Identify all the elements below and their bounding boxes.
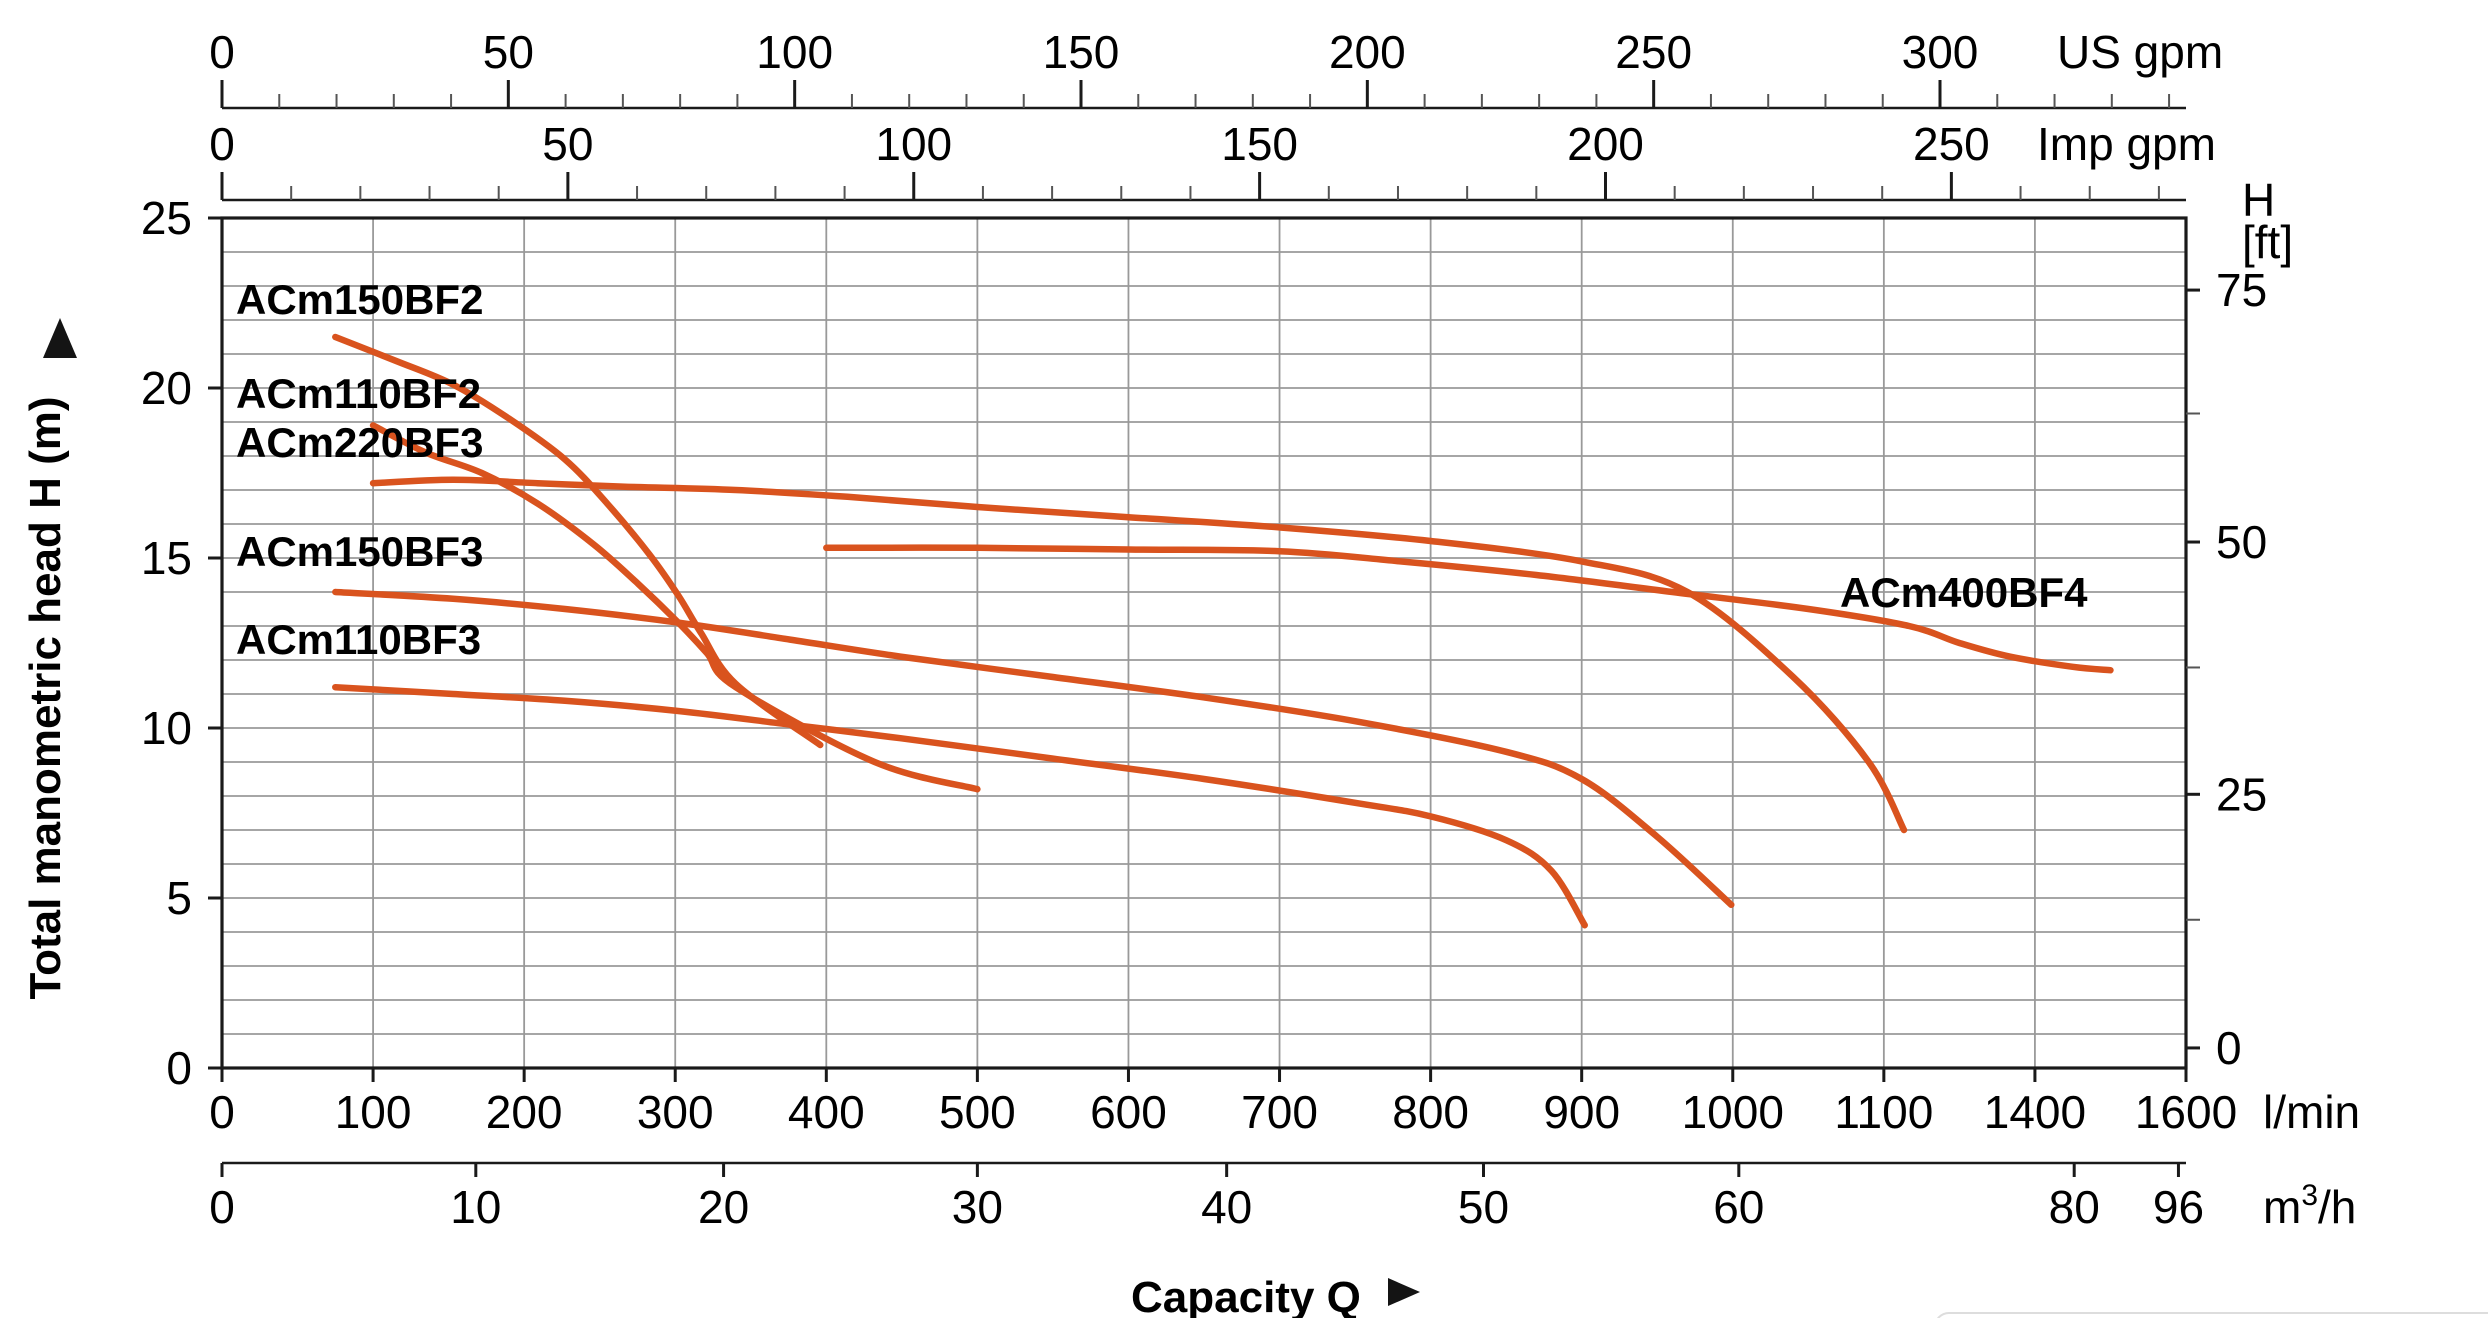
svg-text:1100: 1100: [1834, 1086, 1933, 1138]
svg-text:Imp gpm: Imp gpm: [2037, 118, 2216, 170]
svg-text:25: 25: [141, 192, 192, 244]
svg-text:200: 200: [486, 1086, 563, 1138]
svg-text:50: 50: [542, 118, 593, 170]
svg-text:400: 400: [788, 1086, 865, 1138]
svg-text:[ft]: [ft]: [2242, 216, 2293, 268]
svg-text:l/min: l/min: [2263, 1086, 2360, 1138]
svg-text:96: 96: [2153, 1181, 2204, 1233]
svg-text:25: 25: [2216, 768, 2267, 820]
svg-text:US gpm: US gpm: [2057, 26, 2223, 78]
svg-text:1000: 1000: [1682, 1086, 1784, 1138]
svg-text:ACm110BF3: ACm110BF3: [236, 616, 481, 663]
svg-text:40: 40: [1201, 1181, 1252, 1233]
svg-text:ACm400BF4: ACm400BF4: [1840, 569, 2088, 616]
svg-text:100: 100: [756, 26, 833, 78]
svg-text:0: 0: [2216, 1022, 2242, 1074]
svg-text:10: 10: [141, 702, 192, 754]
svg-text:0: 0: [209, 118, 235, 170]
svg-text:80: 80: [2049, 1181, 2100, 1233]
svg-text:300: 300: [637, 1086, 714, 1138]
svg-text:20: 20: [698, 1181, 749, 1233]
svg-text:5: 5: [166, 872, 192, 924]
svg-text:100: 100: [875, 118, 952, 170]
svg-text:ACm150BF3: ACm150BF3: [236, 528, 483, 575]
svg-text:50: 50: [483, 26, 534, 78]
svg-text:1400: 1400: [1984, 1086, 2086, 1138]
svg-text:60: 60: [1713, 1181, 1764, 1233]
svg-text:50: 50: [1458, 1181, 1509, 1233]
svg-text:ACm150BF2: ACm150BF2: [236, 276, 483, 323]
svg-text:900: 900: [1543, 1086, 1620, 1138]
svg-text:150: 150: [1043, 26, 1120, 78]
svg-text:200: 200: [1329, 26, 1406, 78]
svg-text:ACm220BF3: ACm220BF3: [236, 419, 483, 466]
svg-text:800: 800: [1392, 1086, 1469, 1138]
svg-text:0: 0: [166, 1042, 192, 1094]
svg-text:250: 250: [1615, 26, 1692, 78]
svg-text:20: 20: [141, 362, 192, 414]
svg-text:100: 100: [335, 1086, 412, 1138]
svg-text:50: 50: [2216, 516, 2267, 568]
svg-text:150: 150: [1221, 118, 1298, 170]
svg-text:Capacity Q: Capacity Q: [1131, 1273, 1361, 1318]
svg-text:10: 10: [450, 1181, 501, 1233]
svg-text:30: 30: [952, 1181, 1003, 1233]
svg-text:Total manometric head H (m): Total manometric head H (m): [21, 396, 70, 999]
svg-text:0: 0: [209, 26, 235, 78]
svg-text:700: 700: [1241, 1086, 1318, 1138]
svg-text:600: 600: [1090, 1086, 1167, 1138]
svg-text:250: 250: [1913, 118, 1990, 170]
svg-text:0: 0: [209, 1181, 235, 1233]
svg-text:75: 75: [2216, 264, 2267, 316]
svg-text:0: 0: [209, 1086, 235, 1138]
svg-text:1600: 1600: [2135, 1086, 2237, 1138]
svg-text:300: 300: [1902, 26, 1979, 78]
svg-text:500: 500: [939, 1086, 1016, 1138]
svg-text:15: 15: [141, 532, 192, 584]
svg-text:200: 200: [1567, 118, 1644, 170]
svg-text:ACm110BF2: ACm110BF2: [236, 370, 481, 417]
